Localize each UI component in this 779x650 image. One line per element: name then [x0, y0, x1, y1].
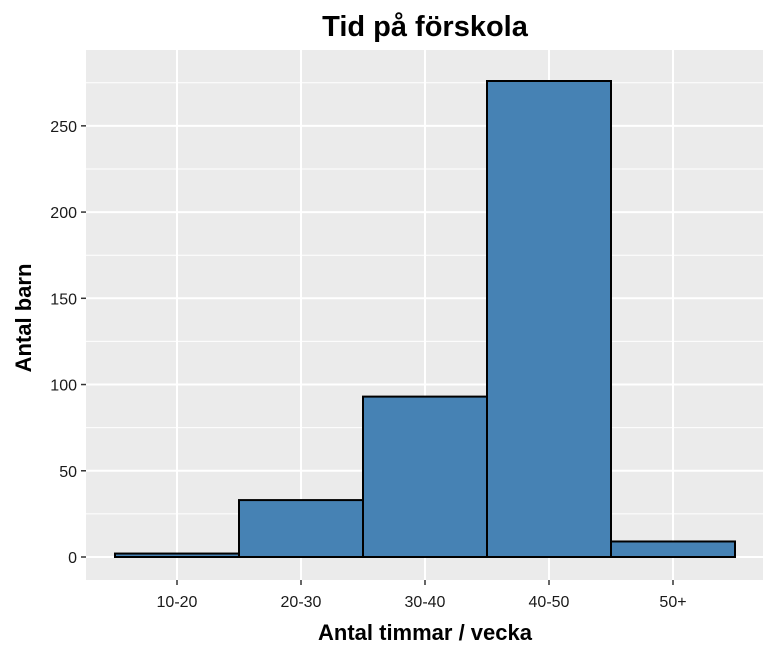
x-tick-label: 40-50 — [529, 594, 570, 611]
bar-10-20 — [114, 552, 240, 558]
x-tick-label: 50+ — [659, 594, 686, 611]
grid-lines — [86, 50, 763, 580]
x-tick-label: 10-20 — [157, 594, 198, 611]
bar-20-30 — [238, 499, 364, 558]
y-tick-label: 0 — [68, 550, 77, 567]
y-tick-label: 200 — [50, 205, 77, 222]
x-tick-label: 20-30 — [281, 594, 322, 611]
bar-40-50 — [486, 80, 612, 558]
y-tick-label: 50 — [59, 464, 77, 481]
y-tick-label: 150 — [50, 291, 77, 308]
x-axis-title: Antal timmar / vecka — [318, 620, 533, 645]
y-tick-label: 100 — [50, 378, 77, 395]
y-axis: 0 50 100 150 200 250 — [50, 119, 86, 567]
bar-30-40 — [362, 395, 488, 559]
chart-title: Tid på förskola — [322, 11, 529, 43]
y-axis-title: Antal barn — [11, 264, 36, 373]
y-tick-label: 250 — [50, 119, 77, 136]
x-tick-label: 30-40 — [405, 594, 446, 611]
x-axis: 10-20 20-30 30-40 40-50 50+ — [157, 580, 687, 611]
bar-50+ — [610, 540, 736, 559]
bars — [114, 80, 736, 559]
